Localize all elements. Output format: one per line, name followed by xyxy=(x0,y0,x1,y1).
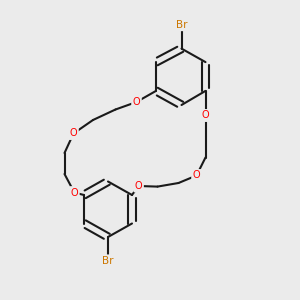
Text: O: O xyxy=(70,188,78,198)
Text: O: O xyxy=(70,128,77,139)
Text: O: O xyxy=(133,97,140,107)
Text: O: O xyxy=(135,181,142,191)
Text: O: O xyxy=(202,110,209,121)
Text: Br: Br xyxy=(102,256,114,266)
Text: Br: Br xyxy=(176,20,187,30)
Text: O: O xyxy=(193,170,200,181)
